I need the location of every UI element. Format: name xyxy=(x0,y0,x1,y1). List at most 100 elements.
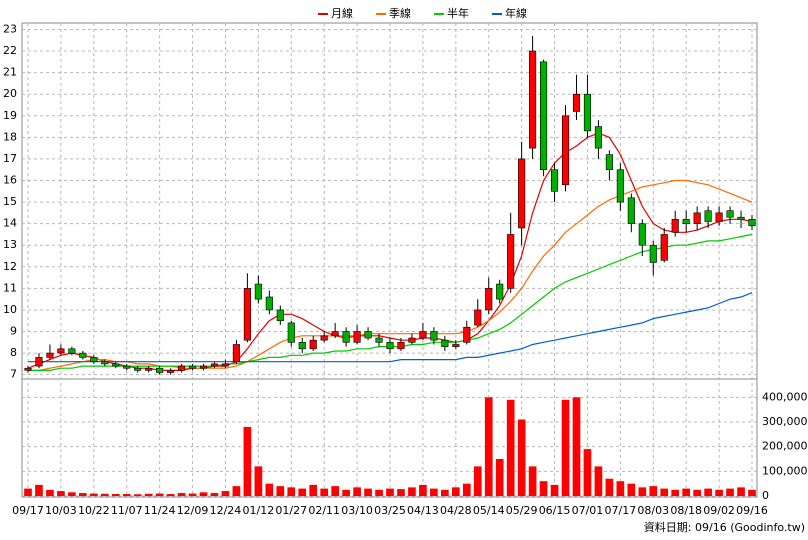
candle-body xyxy=(57,348,65,354)
y-tick-label: 16 xyxy=(3,174,17,187)
candle-body xyxy=(134,367,142,371)
candle-body xyxy=(649,244,657,263)
volume-bar xyxy=(144,493,153,496)
x-tick-label: 06/15 xyxy=(539,504,571,517)
candle-body xyxy=(353,331,361,343)
candle-body xyxy=(704,210,712,222)
y-tick-label: 14 xyxy=(3,217,17,230)
candle-body xyxy=(320,335,328,341)
volume-bar xyxy=(221,491,230,496)
y-tick-label: 10 xyxy=(3,303,17,316)
x-tick-label: 12/24 xyxy=(210,504,242,517)
volume-bar xyxy=(430,488,438,496)
y2-tick-label: 0 xyxy=(762,489,769,502)
y-tick-label: 22 xyxy=(3,44,17,57)
volume-bar xyxy=(419,484,427,496)
candle-body xyxy=(726,210,734,218)
candle-body xyxy=(485,288,493,311)
y-tick-label: 8 xyxy=(10,346,17,359)
volume-bar xyxy=(254,466,263,496)
candle-body xyxy=(605,154,613,171)
candle-body xyxy=(386,342,394,350)
volume-bar xyxy=(495,459,504,496)
volume-bar xyxy=(364,488,372,496)
y2-tick-label: 400,000 xyxy=(762,390,808,403)
volume-bar xyxy=(473,466,482,496)
y-tick-label: 17 xyxy=(3,152,17,165)
volume-bar xyxy=(265,483,274,496)
candle-body xyxy=(298,342,306,350)
volume-bar xyxy=(627,483,636,496)
volume-bar xyxy=(528,466,537,496)
volume-bar xyxy=(320,488,329,496)
x-tick-label: 04/28 xyxy=(440,504,472,517)
x-tick-label: 12/09 xyxy=(177,504,209,517)
y-tick-label: 7 xyxy=(10,368,17,381)
ma-line xyxy=(28,179,753,371)
volume-bar xyxy=(46,489,54,496)
candle-body xyxy=(572,93,581,112)
y-tick-label: 9 xyxy=(10,325,17,338)
candle-body xyxy=(188,365,197,369)
volume-bar xyxy=(408,487,416,496)
volume-bar xyxy=(331,486,339,496)
x-tick-label: 09/17 xyxy=(12,504,44,517)
volume-bar xyxy=(660,488,669,496)
candle-body xyxy=(682,219,690,224)
legend-label: 年線 xyxy=(505,6,527,20)
volume-bar xyxy=(89,493,98,496)
x-tick-label: 08/03 xyxy=(637,504,669,517)
candle-body xyxy=(309,339,317,350)
candle-body xyxy=(375,337,383,343)
volume-bar xyxy=(715,489,723,496)
x-tick-label: 09/02 xyxy=(703,504,735,517)
candle-body xyxy=(715,212,723,222)
volume-bar xyxy=(649,486,658,496)
candle-body xyxy=(452,344,460,347)
x-tick-label: 01/12 xyxy=(243,504,275,517)
volume-bar xyxy=(441,489,449,496)
x-tick-label: 04/13 xyxy=(407,504,439,517)
candle-body xyxy=(364,331,372,339)
candle-body xyxy=(627,197,635,224)
candle-body xyxy=(550,169,559,192)
y-tick-label: 12 xyxy=(3,260,17,273)
x-tick-label: 10/03 xyxy=(45,504,77,517)
candle-body xyxy=(671,219,679,233)
candle-body xyxy=(24,367,32,371)
candle-body xyxy=(496,283,504,300)
candle-body xyxy=(693,212,701,224)
candle-body xyxy=(145,367,153,371)
volume-bar xyxy=(287,487,296,496)
x-tick-label: 08/18 xyxy=(670,504,702,517)
volume-bar xyxy=(517,419,526,496)
candle-body xyxy=(210,363,219,367)
volume-bar xyxy=(748,489,756,496)
candle-body xyxy=(232,344,240,363)
candle-body xyxy=(518,158,526,229)
candle-body xyxy=(243,288,251,341)
volume-bar xyxy=(704,488,712,496)
candle-body xyxy=(101,361,109,365)
x-tick-label: 03/10 xyxy=(341,504,373,517)
volume-bar xyxy=(594,466,603,496)
candle-body xyxy=(408,337,416,343)
candle-body xyxy=(419,331,427,339)
volume-bar xyxy=(605,478,614,496)
volume-bar xyxy=(616,481,625,496)
candle-body xyxy=(112,363,120,367)
candle-body xyxy=(221,363,230,367)
candle-body xyxy=(342,331,350,343)
candle-body xyxy=(35,357,43,367)
y-tick-label: 21 xyxy=(3,66,17,79)
volume-bar xyxy=(342,489,350,496)
candle-body xyxy=(79,352,87,358)
volume-bar xyxy=(671,489,680,496)
volume-bar xyxy=(682,488,691,496)
volume-bar xyxy=(386,488,394,496)
y2-tick-label: 300,000 xyxy=(762,415,808,428)
volume-bar xyxy=(188,493,197,496)
candle-body xyxy=(178,365,186,371)
volume-bar xyxy=(68,492,76,496)
candle-body xyxy=(90,357,98,363)
